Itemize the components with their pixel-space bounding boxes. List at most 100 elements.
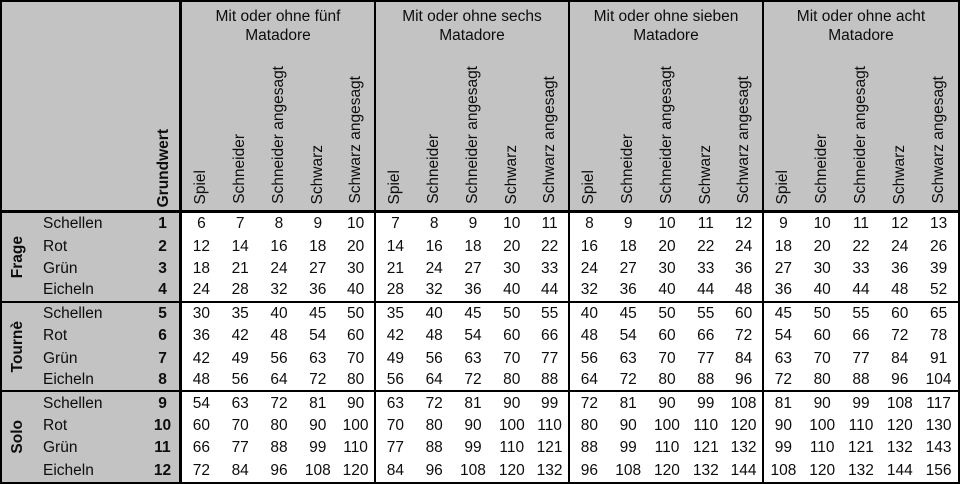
- game-value-cell: 20: [802, 235, 842, 258]
- game-value-cell: 96: [259, 459, 299, 482]
- game-value-cell-label: 42: [192, 349, 211, 367]
- game-value-cell: 22: [686, 235, 726, 258]
- game-value-cell: 132: [880, 437, 920, 460]
- value-column-header: Schwarz angesagt: [337, 48, 376, 213]
- game-value-cell: 144: [880, 459, 920, 482]
- game-value-cell-label: 18: [774, 237, 793, 255]
- game-value-cell: 108: [763, 459, 803, 482]
- game-value-cell: 7: [375, 213, 415, 236]
- grundwert-value-cell: 7: [146, 347, 182, 370]
- game-value-cell: 33: [531, 257, 570, 281]
- game-value-cell-label: 96: [425, 461, 443, 479]
- matador-group-title-line2: Matadore: [439, 27, 505, 44]
- game-value-cell-label: 40: [503, 281, 521, 299]
- game-value-cell-label: 9: [779, 215, 788, 233]
- value-column-header: Schwarz: [298, 48, 338, 213]
- game-value-cell: 72: [763, 369, 803, 393]
- game-value-cell: 90: [453, 414, 493, 438]
- game-value-cell-label: 156: [925, 461, 952, 479]
- game-value-cell-label: 80: [813, 371, 831, 389]
- game-value-cell-label: 80: [425, 416, 443, 434]
- game-value-cell: 8: [569, 213, 609, 236]
- game-value-cell: 32: [569, 280, 609, 303]
- game-value-cell-label: 63: [231, 394, 249, 412]
- game-value-cell: 20: [337, 235, 376, 258]
- matador-group-title-line1: Mit oder ohne fünf: [215, 8, 341, 25]
- game-value-cell-label: 8: [585, 215, 594, 233]
- game-value-cell-label: 108: [615, 461, 642, 479]
- game-value-cell: 36: [453, 280, 493, 303]
- game-value-cell-label: 7: [235, 215, 245, 233]
- game-value-cell-label: 30: [192, 304, 211, 322]
- game-value-cell: 60: [802, 325, 842, 348]
- game-value-cell-label: 22: [852, 237, 870, 255]
- game-value-cell-label: 16: [580, 237, 599, 255]
- game-value-cell-label: 33: [852, 260, 870, 278]
- game-value-cell-label: 63: [386, 394, 405, 412]
- game-value-cell-label: 66: [852, 327, 870, 345]
- grundwert-value-cell: 4: [146, 280, 182, 303]
- game-value-cell-label: 50: [658, 304, 676, 322]
- game-value-cell: 60: [725, 302, 764, 326]
- game-value-cell-label: 55: [852, 304, 870, 322]
- game-value-cell: 77: [841, 347, 881, 370]
- game-value-cell-label: 70: [231, 416, 249, 434]
- game-value-cell: 72: [298, 369, 338, 393]
- game-value-cell: 40: [414, 302, 454, 326]
- game-value-cell: 110: [337, 437, 376, 460]
- game-value-cell-label: 48: [580, 327, 599, 345]
- game-value-cell: 32: [259, 280, 299, 303]
- suit-label-cell-label: Grün: [43, 349, 78, 367]
- suit-label-cell-label: Schellen: [43, 215, 103, 233]
- suit-label-cell: Schellen: [34, 213, 146, 236]
- game-value-cell: 104: [919, 369, 958, 393]
- grundwert-value-cell-label: 10: [153, 416, 172, 434]
- value-column-header-label: Schwarz angesagt: [734, 76, 752, 204]
- game-value-cell: 49: [375, 347, 415, 370]
- game-value-cell: 48: [414, 325, 454, 348]
- game-value-cell-label: 30: [658, 260, 676, 278]
- game-value-cell: 108: [453, 459, 493, 482]
- game-value-cell-label: 117: [926, 394, 951, 412]
- game-value-cell: 117: [919, 392, 958, 415]
- game-value-cell: 6: [182, 213, 221, 236]
- game-value-cell-label: 7: [391, 215, 400, 233]
- game-value-cell: 18: [608, 235, 648, 258]
- game-value-cell: 60: [647, 325, 687, 348]
- game-value-cell: 77: [375, 437, 415, 460]
- game-value-cell: 11: [686, 213, 726, 236]
- game-value-cell: 44: [686, 280, 726, 303]
- game-value-cell: 63: [375, 392, 415, 415]
- game-value-cell: 52: [919, 280, 958, 303]
- game-value-cell-label: 120: [886, 416, 913, 434]
- game-value-cell: 120: [492, 459, 532, 482]
- game-value-cell-label: 36: [774, 281, 793, 299]
- game-value-cell: 54: [182, 392, 221, 415]
- game-value-cell-label: 110: [693, 416, 719, 434]
- value-column-header-label: Schwarz angesagt: [540, 76, 558, 204]
- game-value-cell: 77: [686, 347, 726, 370]
- game-value-cell: 55: [841, 302, 881, 326]
- value-column-header: Schwarz angesagt: [531, 48, 570, 213]
- game-value-cell: 72: [880, 325, 920, 348]
- game-value-cell-label: 63: [619, 349, 637, 367]
- game-value-cell-label: 143: [925, 439, 952, 457]
- game-value-cell-label: 24: [891, 237, 909, 255]
- row-group-label: Frage: [2, 213, 34, 303]
- game-value-cell: 40: [802, 280, 842, 303]
- game-value-cell: 9: [763, 213, 803, 236]
- game-value-cell: 64: [569, 369, 609, 393]
- game-value-cell-label: 35: [231, 304, 249, 322]
- game-value-cell-label: 20: [346, 237, 365, 255]
- game-value-cell-label: 121: [536, 439, 563, 457]
- game-value-cell-label: 40: [580, 304, 599, 322]
- game-value-cell-label: 120: [654, 461, 680, 479]
- game-value-cell: 50: [647, 302, 687, 326]
- game-value-cell-label: 120: [498, 461, 525, 479]
- game-value-cell-label: 110: [499, 439, 525, 457]
- game-value-cell-label: 80: [346, 371, 365, 389]
- game-value-cell: 18: [763, 235, 803, 258]
- suit-label-cell: Rot: [34, 325, 146, 348]
- game-value-cell: 81: [763, 392, 803, 415]
- value-column-header: Schwarz: [686, 48, 726, 213]
